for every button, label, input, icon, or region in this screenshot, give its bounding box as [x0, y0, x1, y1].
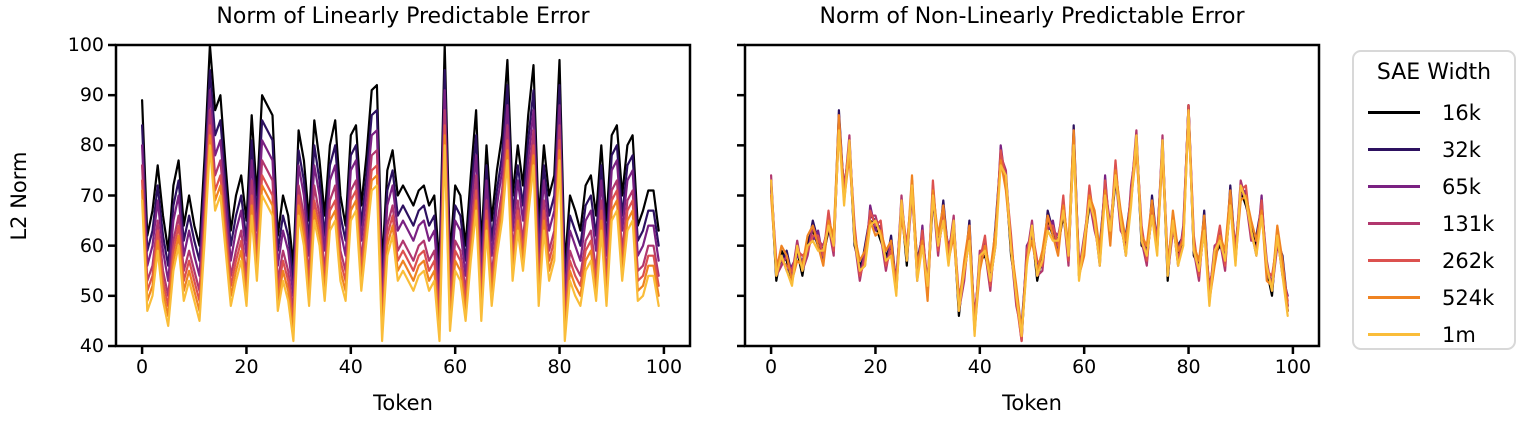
right-x-tick-label: 100 — [1274, 356, 1312, 378]
legend-entry-label: 1m — [1442, 322, 1476, 347]
y-tick-label: 60 — [79, 234, 104, 257]
y-tick-label: 80 — [79, 134, 104, 157]
left-series-1m — [141, 144, 660, 343]
left-series-65k — [141, 89, 660, 297]
y-tick-label: 90 — [79, 84, 104, 107]
right-x-tick-label: 40 — [967, 356, 992, 378]
left-series-32k — [141, 68, 660, 282]
legend-entry-label: 32k — [1442, 137, 1481, 162]
right-x-tick-label: 0 — [765, 356, 778, 378]
left-x-tick-label: 100 — [645, 356, 683, 378]
left-x-tick-label: 80 — [547, 356, 572, 378]
left-x-tick-label: 0 — [136, 356, 149, 378]
legend-entry-262k: 262k — [1354, 242, 1514, 279]
left-x-axis-label: Token — [373, 391, 433, 415]
legend-entry-label: 65k — [1442, 174, 1481, 199]
y-tick-label: 70 — [79, 184, 104, 207]
left-plot-title: Norm of Linearly Predictable Error — [216, 4, 590, 29]
right-plot-spine — [743, 43, 1321, 348]
left-x-tick-label: 20 — [234, 356, 259, 378]
legend: SAE Width 16k 32k 65k 131k 262k 524k 1m — [1352, 50, 1516, 350]
y-tick-label: 50 — [79, 284, 104, 307]
legend-line-swatch — [1368, 148, 1420, 151]
legend-entry-1m: 1m — [1354, 316, 1514, 353]
right-x-tick-label: 20 — [863, 356, 888, 378]
legend-entry-label: 131k — [1442, 211, 1495, 236]
legend-line-swatch — [1368, 111, 1420, 114]
right-x-tick-label: 60 — [1072, 356, 1097, 378]
legend-entry-524k: 524k — [1354, 279, 1514, 316]
right-x-axis-label: Token — [1002, 391, 1062, 415]
legend-entry-label: 16k — [1442, 100, 1481, 125]
legend-entry-131k: 131k — [1354, 205, 1514, 242]
y-axis-label: L2 Norm — [7, 151, 31, 241]
legend-title: SAE Width — [1376, 60, 1492, 85]
right-x-tick-label: 80 — [1176, 356, 1201, 378]
legend-entry-label: 524k — [1442, 285, 1495, 310]
y-tick-label: 40 — [79, 335, 104, 357]
left-series-16k — [141, 43, 660, 267]
left-plot-spine — [114, 43, 692, 348]
right-plot-title: Norm of Non-Linearly Predictable Error — [819, 4, 1245, 29]
y-tick-label: 100 — [67, 34, 104, 56]
legend-line-swatch — [1368, 185, 1420, 188]
legend-entry-label: 262k — [1442, 248, 1495, 273]
legend-line-swatch — [1368, 333, 1420, 336]
legend-entry-32k: 32k — [1354, 131, 1514, 168]
left-x-tick-label: 40 — [338, 356, 363, 378]
legend-items: 16k 32k 65k 131k 262k 524k 1m — [1354, 94, 1514, 353]
legend-line-swatch — [1368, 222, 1420, 225]
legend-line-swatch — [1368, 259, 1420, 262]
legend-entry-65k: 65k — [1354, 168, 1514, 205]
right-series-1m — [769, 109, 1289, 338]
legend-entry-16k: 16k — [1354, 94, 1514, 131]
legend-line-swatch — [1368, 296, 1420, 299]
left-x-tick-label: 60 — [443, 356, 468, 378]
